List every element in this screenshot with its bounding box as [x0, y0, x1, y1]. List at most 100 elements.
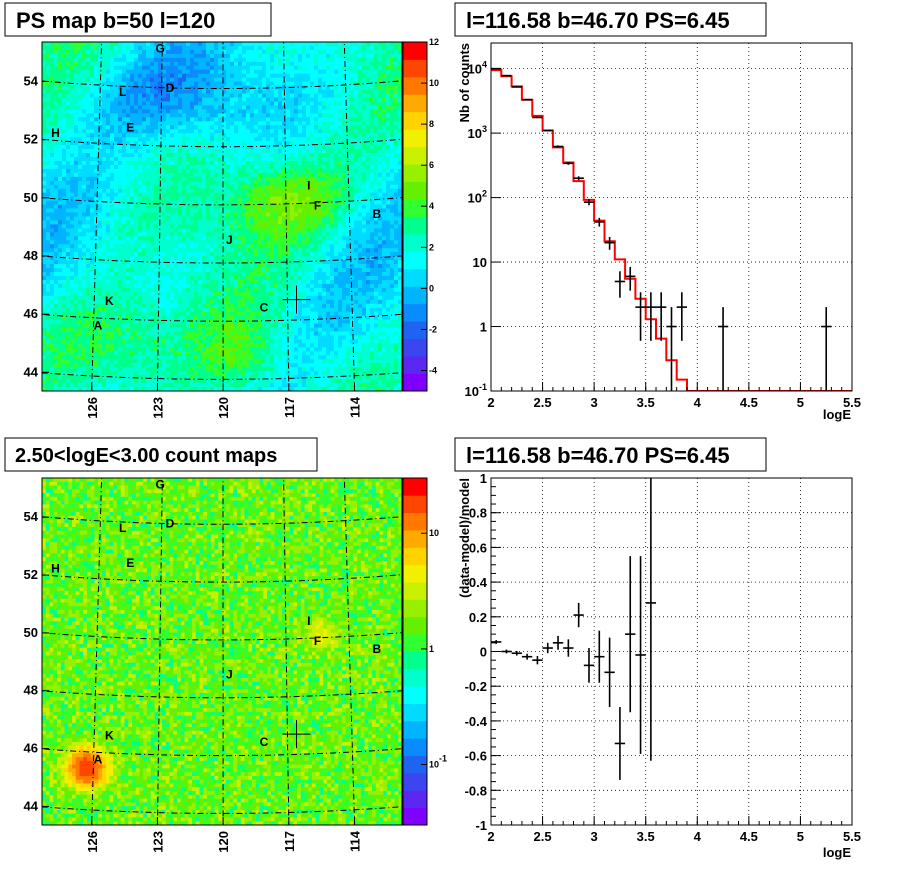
map-pixel — [222, 196, 227, 201]
map-pixel — [86, 240, 91, 245]
map-pixel — [350, 117, 355, 122]
map-pixel — [94, 57, 99, 63]
map-pixel — [298, 153, 303, 158]
map-pixel — [334, 220, 339, 225]
map-pixel — [330, 168, 335, 174]
map-pixel — [150, 97, 155, 102]
map-pixel — [110, 129, 115, 134]
map-pixel — [150, 208, 155, 213]
map-pixel — [314, 204, 319, 209]
map-pixel — [346, 49, 351, 55]
map-pixel — [194, 212, 199, 217]
map-pixel — [274, 69, 279, 75]
map-pixel — [322, 125, 327, 130]
map-pixel — [290, 236, 295, 241]
map-pixel — [378, 216, 383, 221]
map-pixel — [350, 188, 355, 194]
map-pixel — [138, 180, 143, 186]
map-pixel — [318, 208, 323, 213]
map-pixel — [90, 77, 95, 83]
map-pixel — [290, 232, 295, 237]
map-pixel — [242, 256, 247, 261]
map-pixel — [286, 192, 291, 198]
map-pixel — [122, 85, 127, 90]
map-pixel — [154, 129, 159, 134]
map-pixel — [266, 180, 271, 186]
map-pixel — [62, 220, 67, 225]
map-pixel — [290, 208, 295, 213]
map-pixel — [206, 125, 211, 130]
map-pixel — [278, 153, 283, 158]
map-pixel — [354, 164, 359, 170]
map-pixel — [250, 81, 255, 86]
map-pixel — [134, 49, 139, 55]
map-pixel — [142, 101, 147, 106]
map-pixel — [122, 220, 127, 225]
map-pixel — [298, 157, 303, 162]
map-pixel — [294, 256, 299, 261]
map-pixel — [134, 133, 139, 138]
map-pixel — [130, 149, 135, 154]
map-pixel — [222, 137, 227, 142]
map-pixel — [298, 137, 303, 142]
map-pixel — [170, 256, 175, 261]
map-pixel — [250, 89, 255, 94]
map-pixel — [302, 192, 307, 198]
map-pixel — [358, 101, 363, 106]
map-pixel — [290, 149, 295, 154]
map-pixel — [254, 121, 259, 126]
map-pixel — [134, 252, 139, 257]
map-pixel — [202, 204, 207, 209]
map-pixel — [106, 133, 111, 138]
map-pixel — [230, 184, 235, 190]
map-pixel — [218, 117, 223, 122]
map-pixel — [222, 105, 227, 110]
map-pixel — [202, 57, 207, 63]
map-pixel — [66, 65, 71, 71]
map-pixel — [322, 73, 327, 79]
map-pixel — [94, 97, 99, 102]
map-pixel — [70, 69, 75, 75]
map-pixel — [254, 160, 259, 166]
map-pixel — [138, 145, 143, 150]
map-pixel — [310, 208, 315, 213]
map-pixel — [126, 89, 131, 94]
map-pixel — [350, 45, 355, 51]
map-pixel — [278, 69, 283, 75]
map-pixel — [126, 184, 131, 190]
map-pixel — [302, 77, 307, 83]
map-pixel — [238, 85, 243, 90]
map-pixel — [366, 212, 371, 217]
map-pixel — [210, 81, 215, 86]
map-pixel — [50, 216, 55, 221]
map-pixel — [54, 141, 59, 146]
map-pixel — [178, 93, 183, 98]
map-pixel — [278, 93, 283, 98]
map-pixel — [66, 133, 71, 138]
map-pixel — [346, 81, 351, 86]
map-pixel — [254, 212, 259, 217]
map-pixel — [174, 49, 179, 55]
map-pixel — [82, 53, 87, 59]
map-pixel — [78, 188, 83, 194]
map-pixel — [138, 42, 143, 47]
map-pixel — [86, 97, 91, 102]
map-pixel — [78, 137, 83, 142]
map-pixel — [398, 168, 402, 174]
map-pixel — [358, 240, 363, 245]
map-pixel — [202, 256, 207, 261]
map-pixel — [146, 260, 151, 265]
map-pixel — [62, 85, 67, 90]
map-pixel — [194, 97, 199, 102]
map-pixel — [206, 248, 211, 253]
map-pixel — [394, 172, 399, 178]
map-pixel — [282, 137, 287, 142]
map-pixel — [338, 93, 343, 98]
map-pixel — [246, 232, 251, 237]
map-pixel — [186, 232, 191, 237]
map-pixel — [70, 244, 75, 249]
map-pixel — [286, 69, 291, 75]
map-pixel — [322, 145, 327, 150]
map-pixel — [50, 180, 55, 186]
map-pixel — [314, 42, 319, 47]
